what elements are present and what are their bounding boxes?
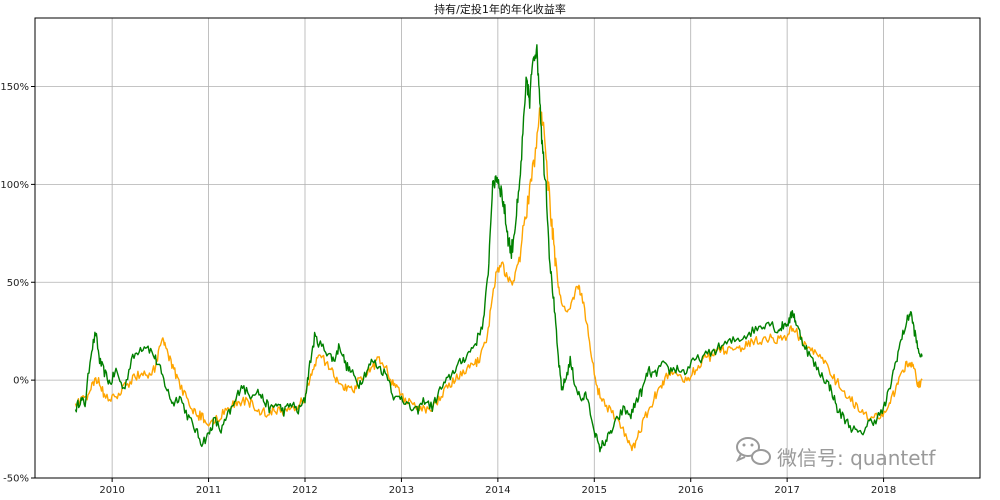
watermark-text: 微信号: quantetf xyxy=(777,446,936,470)
y-tick-label: -50% xyxy=(3,474,29,485)
x-tick-label: 2011 xyxy=(196,485,221,496)
y-tick-label: 100% xyxy=(0,180,29,191)
x-tick-label: 2010 xyxy=(99,485,124,496)
x-axis-ticks: 2010 2011 2012 2013 2014 2015 2016 2017 2018 xyxy=(99,478,896,496)
x-tick-label: 2016 xyxy=(678,485,703,496)
x-tick-label: 2013 xyxy=(389,485,414,496)
plot-frame xyxy=(34,17,981,479)
x-tick-label: 2012 xyxy=(292,485,317,496)
watermark: 微信号: quantetf xyxy=(735,437,936,470)
series-lines xyxy=(74,44,923,453)
y-tick-label: 150% xyxy=(0,82,29,93)
series-line-green xyxy=(74,44,923,453)
y-tick-label: 0% xyxy=(13,376,29,387)
wechat-icon xyxy=(735,437,771,465)
x-tick-label: 2014 xyxy=(485,485,510,496)
chart-title: 持有/定投1年的年化收益率 xyxy=(434,2,566,16)
y-tick-label: 50% xyxy=(7,278,29,289)
y-axis-ticks: -50% 0% 50% 100% 150% xyxy=(0,82,35,485)
x-tick-label: 2015 xyxy=(582,485,607,496)
x-tick-label: 2018 xyxy=(871,485,896,496)
grid-lines xyxy=(35,18,980,479)
x-tick-label: 2017 xyxy=(774,485,799,496)
series-line-orange xyxy=(74,107,923,452)
